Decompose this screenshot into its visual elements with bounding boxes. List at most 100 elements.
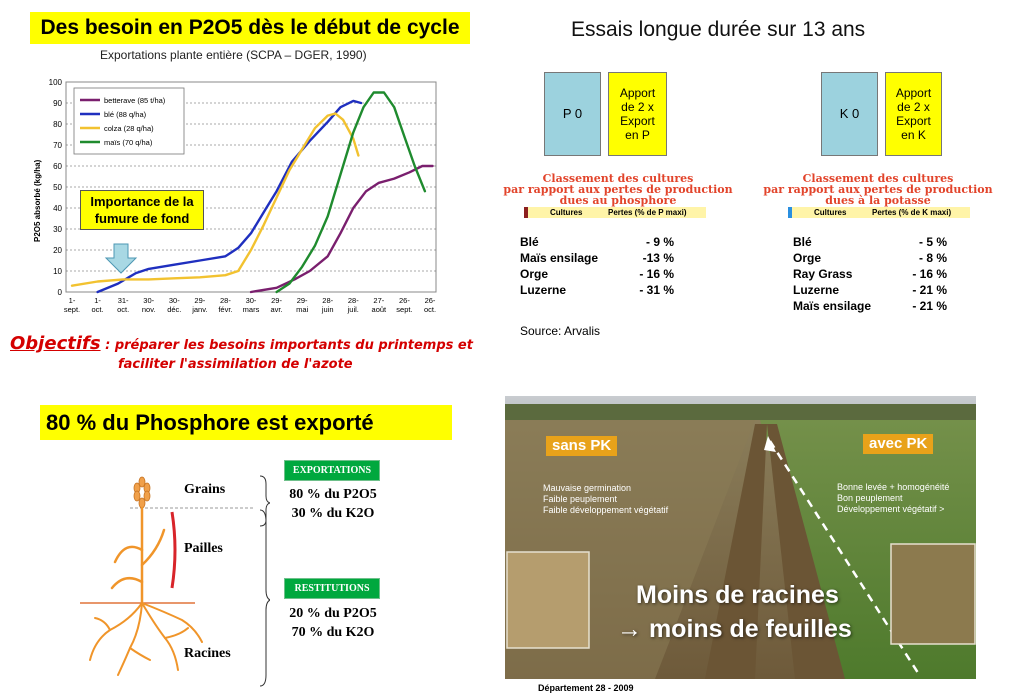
culture-name: Maïs ensilage [793, 299, 872, 313]
y-tick-label: 60 [53, 162, 62, 171]
x-tick-label: 30- [246, 296, 257, 305]
x-tick-label-2: nov. [142, 305, 156, 314]
culture-name: Luzerne [793, 283, 840, 297]
notes-sans-pk: Mauvaise germination Faible peuplement F… [543, 483, 668, 516]
export-p: 80 % du P2O5 [289, 487, 377, 502]
x-tick-label-2: juin [321, 305, 334, 314]
y-tick-label: 80 [53, 120, 62, 129]
note-sans-2: Faible peuplement [543, 494, 618, 504]
note-sans-3: Faible développement végétatif [543, 505, 669, 515]
culture-name: Blé [793, 235, 812, 249]
trial-title: Essais longue durée sur 13 ans [571, 18, 866, 41]
plant-stem [110, 506, 166, 605]
x-tick-label-2: janv. [191, 305, 207, 314]
y-tick-label: 0 [58, 288, 63, 297]
culture-name: Orge [520, 267, 549, 281]
x-tick-label-2: avr. [271, 305, 283, 314]
y-tick-label: 100 [49, 78, 63, 87]
x-tick-label-2: août [372, 305, 388, 314]
legend-bar-potasse: Cultures Pertes (% de K maxi) [788, 207, 970, 218]
note-avec-3: Développement végétatif > [837, 504, 945, 514]
box-p-apport-l4: en P [625, 128, 650, 142]
culture-loss: - 31 % [639, 283, 674, 297]
y-tick-label: 50 [53, 183, 62, 192]
plant-diagram [80, 475, 270, 687]
y-tick-label: 70 [53, 141, 62, 150]
table-row: Blé - 5 % [793, 234, 953, 250]
objectifs-label: Objectifs [10, 333, 101, 354]
box-k-apport-l3: Export [896, 114, 931, 128]
culture-loss: - 16 % [912, 267, 947, 281]
x-tick-label: 30- [169, 296, 180, 305]
x-tick-label: 28- [322, 296, 333, 305]
box-p-apport-l3: Export [620, 114, 655, 128]
label-sans-pk: sans PK [546, 436, 618, 456]
classement-p-l2: par rapport aux pertes de production [503, 183, 733, 196]
classement-k-l2: par rapport aux pertes de production [763, 183, 993, 196]
box-p-apport-l1: Apport [619, 86, 656, 100]
culture-loss: - 9 % [645, 235, 674, 249]
p2o5-chart: 0 10 20 30 40 50 60 70 80 90 100 1- sept. 1- oct. 31- o… [28, 62, 442, 326]
table-row: Orge - 8 % [793, 250, 953, 266]
x-tick-label: 29- [297, 296, 308, 305]
col-cultures-p: Cultures [550, 208, 583, 217]
chart-legend: betterave (85 t/ha) blé (88 q/ha) colza (2… [73, 87, 185, 155]
y-axis-label: P2O5 absorbé (kg/ha) [33, 159, 42, 242]
note-avec-2: Bon peuplement [837, 493, 903, 503]
series-line [275, 91, 427, 294]
culture-name: Luzerne [520, 283, 567, 297]
wheat-ear-icon [133, 476, 151, 509]
field-photo [505, 396, 976, 679]
x-tick-label: 29- [271, 296, 282, 305]
culture-loss: - 16 % [639, 267, 674, 281]
col-cultures-k: Cultures [814, 208, 847, 217]
y-tick-label: 90 [53, 99, 62, 108]
chart-title-banner: Des besoin en P2O5 dès le début de cycle [30, 12, 470, 44]
x-tick-label-2: oct. [92, 305, 104, 314]
chart-subtitle: Exportations plante entière (SCPA – DGER… [100, 48, 367, 62]
classement-potasse: Classement des cultures par rapport aux … [753, 173, 1003, 206]
table-row: Maïs ensilage -13 % [520, 250, 680, 266]
restit-p: 20 % du P2O5 [289, 606, 377, 621]
note-avec-1: Bonne levée + homogénéité [837, 482, 950, 492]
x-tick-label-2: mai [296, 305, 308, 314]
box-k-apport-l1: Apport [895, 86, 932, 100]
conclusion-line-2: → moins de feuilles [617, 615, 852, 643]
field-photo-art [505, 396, 976, 679]
classement-p-l1: Classement des cultures [542, 172, 694, 185]
box-k-apport-l4: en K [901, 128, 926, 142]
x-tick-label: 28- [220, 296, 231, 305]
restit-k: 70 % du K2O [291, 625, 375, 640]
legend-label: blé (88 q/ha) [104, 110, 147, 119]
culture-loss: - 21 % [912, 299, 947, 313]
y-tick-label: 20 [53, 246, 62, 255]
table-row: Maïs ensilage - 21 % [793, 298, 953, 314]
table-row: Ray Grass - 16 % [793, 266, 953, 282]
classement-phosphore: Classement des cultures par rapport aux … [493, 173, 743, 206]
x-tick-label-2: oct. [424, 305, 436, 314]
phosphore-title-banner: 80 % du Phosphore est exporté [40, 405, 452, 440]
paille-marker [170, 511, 177, 589]
label-racines: Racines [184, 646, 231, 661]
objectifs-text: Objectifs : préparer les besoins importa… [10, 334, 480, 374]
plant-roots [89, 602, 203, 676]
x-tick-label-2: févr. [218, 305, 232, 314]
culture-name: Blé [520, 235, 539, 249]
badge-exportations: EXPORTATIONS [284, 460, 380, 481]
x-tick-label: 1- [69, 296, 76, 305]
brace-restit [259, 509, 270, 687]
brace-export [259, 475, 270, 527]
culture-loss: - 21 % [912, 283, 947, 297]
x-tick-label-2: oct. [117, 305, 129, 314]
series-line [70, 112, 360, 287]
callout-arrow-icon [104, 243, 138, 274]
table-row: Luzerne - 21 % [793, 282, 953, 298]
label-pailles: Pailles [184, 541, 223, 556]
fumure-callout: Importance de la fumure de fond [80, 190, 204, 230]
objectifs-line-2: faciliter l'assimilation de l'azote [118, 357, 353, 372]
x-tick-label-2: sept. [396, 305, 412, 314]
legend-label: colza (28 q/ha) [104, 124, 154, 133]
box-k-apport-l2: de 2 x [897, 100, 930, 114]
photo-footer: Département 28 - 2009 [538, 683, 634, 693]
